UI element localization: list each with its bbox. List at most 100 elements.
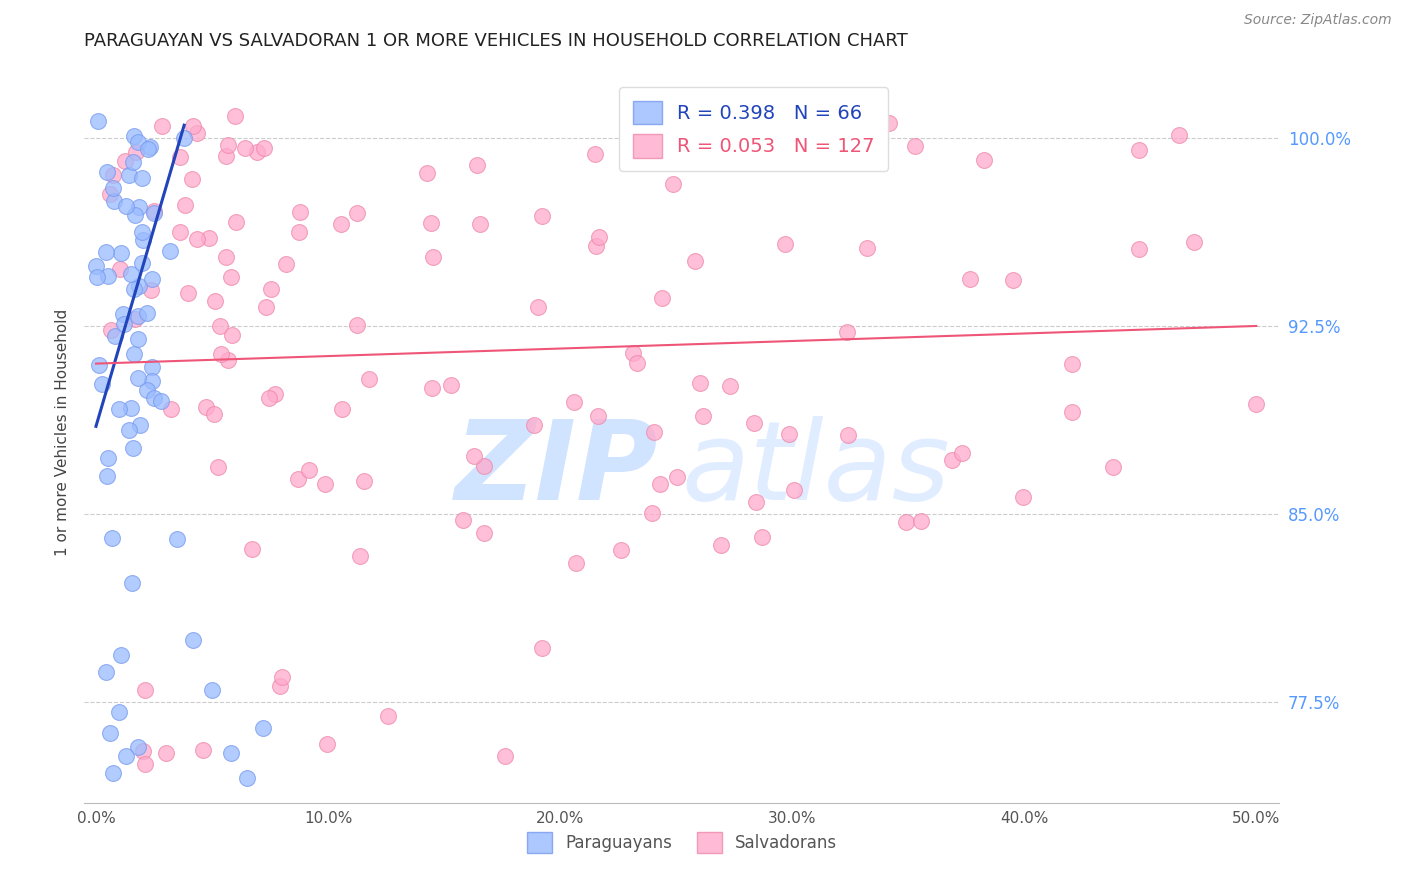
Point xyxy=(108,401,131,416)
Point xyxy=(110,648,132,663)
Point xyxy=(530,209,553,223)
Point xyxy=(166,533,188,547)
Point xyxy=(494,748,516,763)
Point xyxy=(141,374,163,388)
Point xyxy=(588,229,610,244)
Point xyxy=(149,394,172,409)
Point xyxy=(125,145,148,160)
Point xyxy=(665,470,688,484)
Point xyxy=(1128,242,1150,256)
Point xyxy=(465,158,488,172)
Point xyxy=(894,515,917,529)
Point xyxy=(377,709,399,723)
Point xyxy=(1102,460,1125,475)
Point xyxy=(260,282,283,296)
Point xyxy=(122,282,145,296)
Point xyxy=(86,270,108,285)
Point xyxy=(195,401,218,415)
Point xyxy=(287,225,309,239)
Point xyxy=(215,149,238,163)
Point xyxy=(139,140,162,154)
Point xyxy=(661,177,683,191)
Point xyxy=(150,119,173,133)
Point xyxy=(1244,397,1267,411)
Point xyxy=(173,198,195,212)
Point xyxy=(124,312,146,326)
Point xyxy=(209,347,232,361)
Point xyxy=(973,153,995,167)
Point xyxy=(142,391,165,405)
Point xyxy=(201,682,224,697)
Point xyxy=(257,391,280,405)
Point xyxy=(585,238,607,252)
Point xyxy=(1060,405,1083,419)
Point xyxy=(252,721,274,735)
Point xyxy=(101,168,124,182)
Point xyxy=(181,120,204,134)
Point xyxy=(778,427,800,442)
Point xyxy=(1167,128,1189,143)
Point xyxy=(121,441,143,455)
Point xyxy=(751,530,773,544)
Point xyxy=(353,474,375,488)
Point xyxy=(131,171,153,186)
Point xyxy=(198,230,221,244)
Point xyxy=(221,270,243,285)
Text: atlas: atlas xyxy=(682,417,950,523)
Point xyxy=(108,705,131,719)
Point xyxy=(169,225,191,239)
Point xyxy=(744,416,766,430)
Point xyxy=(287,471,309,485)
Point xyxy=(132,744,155,758)
Point xyxy=(100,726,122,740)
Point xyxy=(263,387,285,401)
Point xyxy=(440,378,463,392)
Point xyxy=(1011,490,1033,504)
Point xyxy=(135,383,157,397)
Point xyxy=(346,206,368,220)
Point xyxy=(330,402,353,417)
Point xyxy=(225,214,247,228)
Point xyxy=(131,225,153,239)
Point xyxy=(523,417,546,432)
Point xyxy=(134,682,156,697)
Point xyxy=(451,513,474,527)
Point xyxy=(118,423,141,437)
Point xyxy=(246,145,269,160)
Point xyxy=(837,325,859,339)
Point xyxy=(215,250,238,264)
Point xyxy=(233,141,256,155)
Point xyxy=(127,740,149,755)
Point xyxy=(169,150,191,164)
Legend: Paraguayans, Salvadorans: Paraguayans, Salvadorans xyxy=(519,824,845,861)
Point xyxy=(643,425,665,439)
Point xyxy=(298,463,321,477)
Point xyxy=(97,268,120,283)
Point xyxy=(134,757,156,772)
Point xyxy=(217,137,239,152)
Point xyxy=(86,114,108,128)
Point xyxy=(650,291,672,305)
Point xyxy=(316,738,339,752)
Point xyxy=(108,262,131,277)
Point xyxy=(236,771,259,785)
Point xyxy=(104,329,127,343)
Point xyxy=(128,279,150,293)
Point xyxy=(470,217,492,231)
Text: ZIP: ZIP xyxy=(454,417,658,523)
Point xyxy=(626,356,648,370)
Point xyxy=(122,347,145,361)
Point xyxy=(621,346,644,360)
Point xyxy=(127,309,149,323)
Point xyxy=(744,495,766,509)
Point xyxy=(910,514,932,528)
Point xyxy=(253,141,276,155)
Point xyxy=(132,233,155,247)
Point xyxy=(177,286,200,301)
Point xyxy=(472,458,495,473)
Point xyxy=(96,665,118,679)
Point xyxy=(773,237,796,252)
Point xyxy=(138,142,160,156)
Point xyxy=(610,542,633,557)
Point xyxy=(422,250,444,264)
